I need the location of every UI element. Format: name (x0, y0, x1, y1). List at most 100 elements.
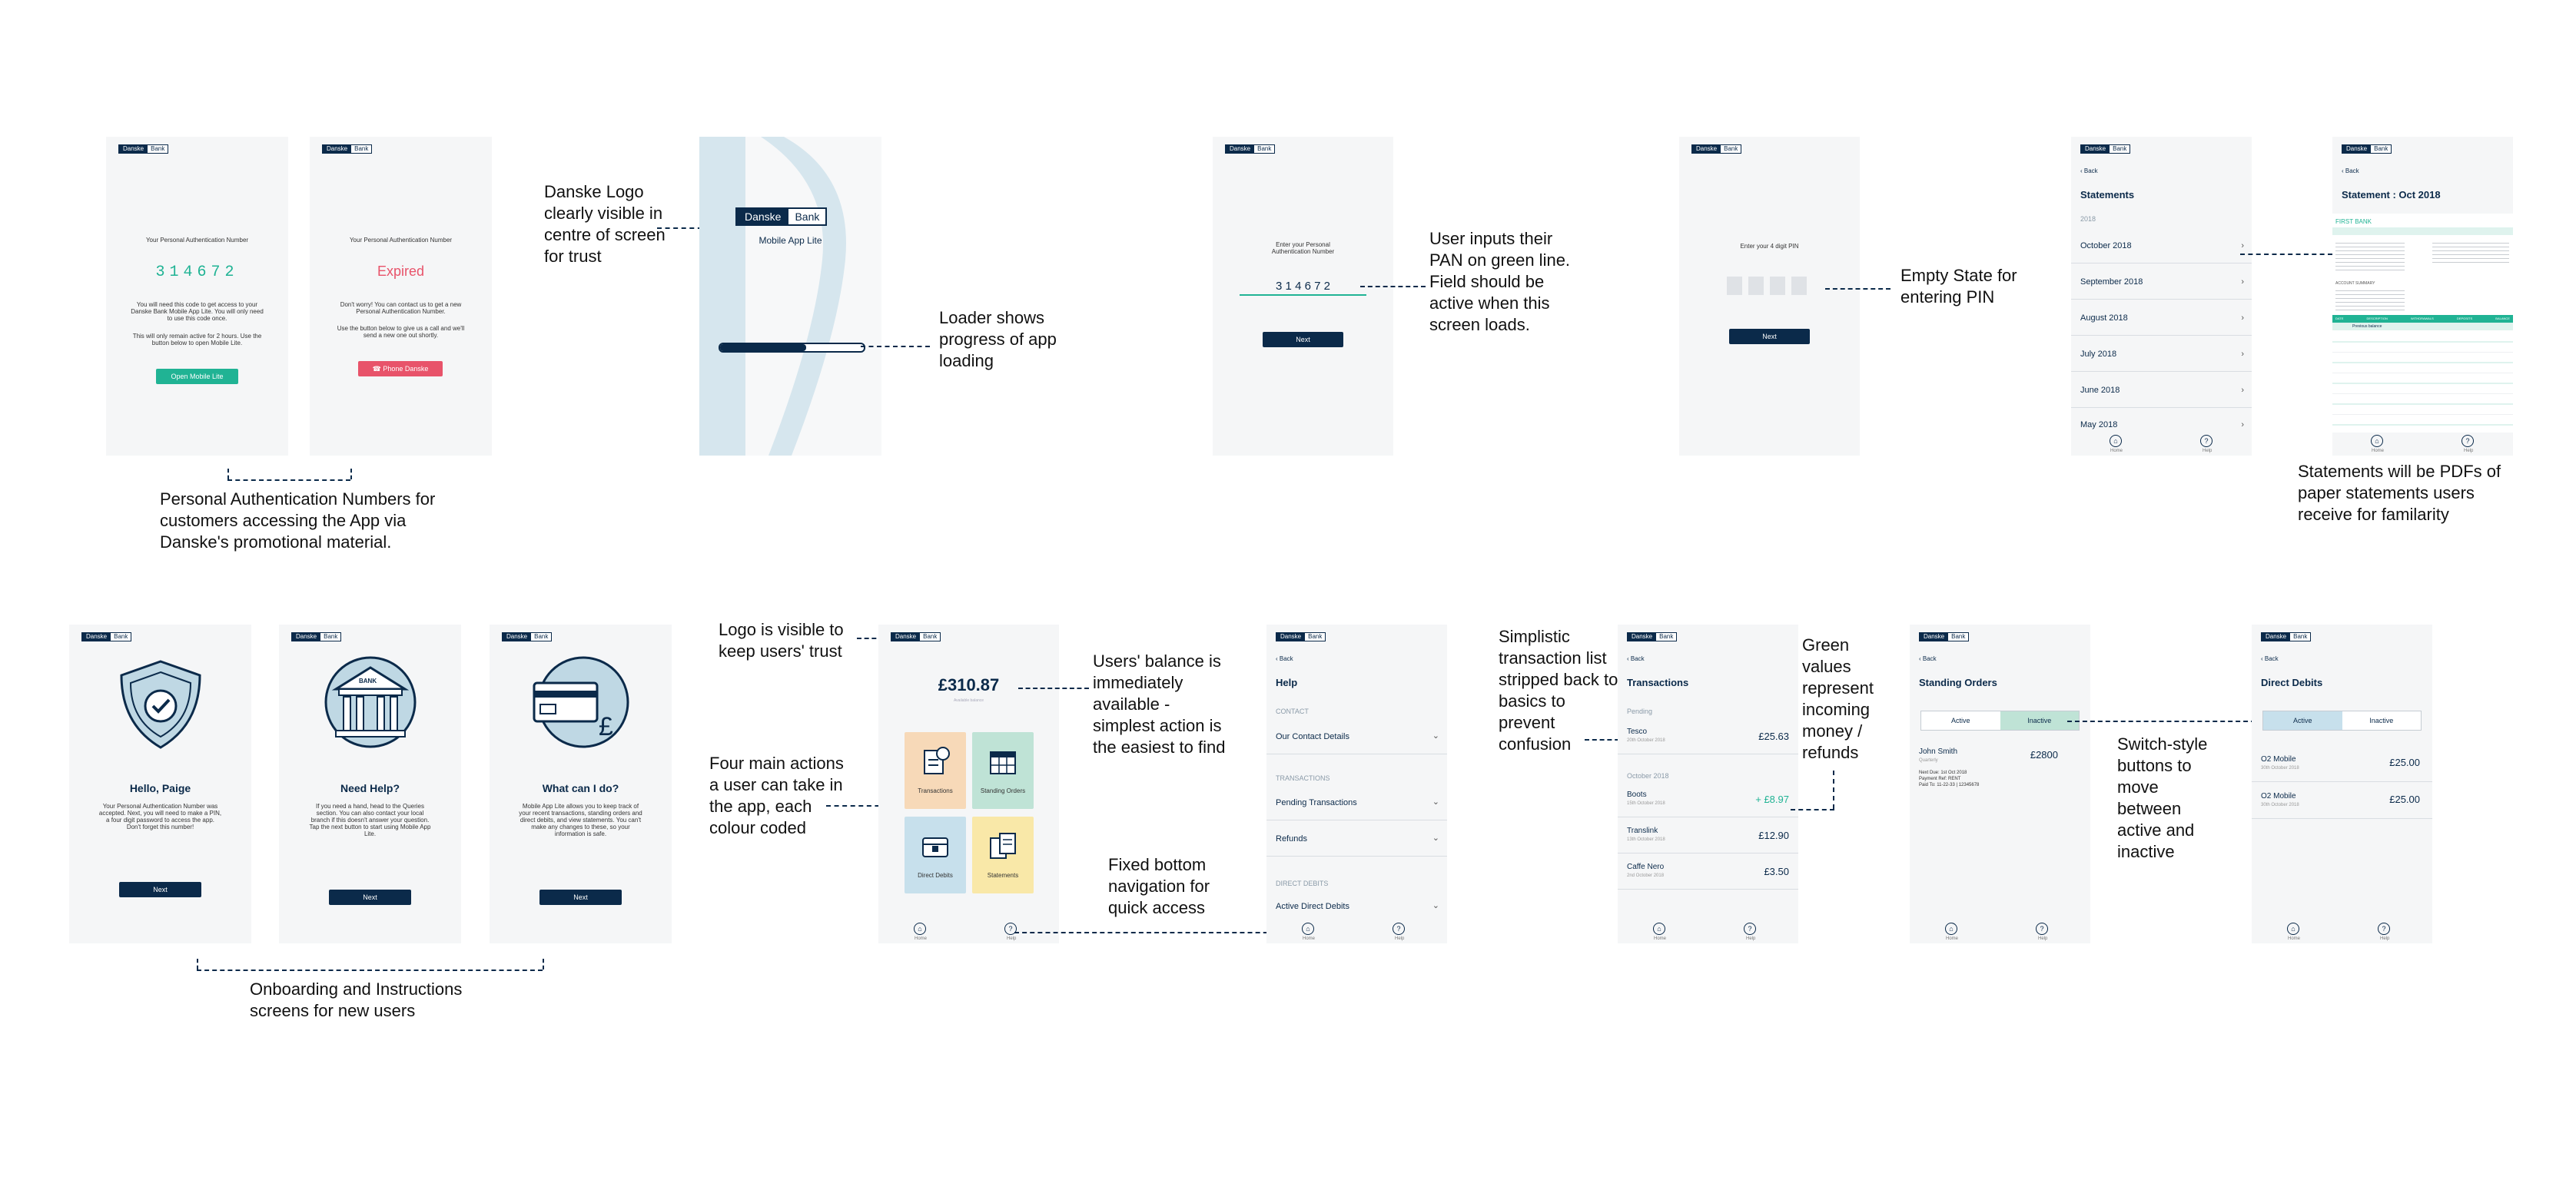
danske-logo: Danske Bank (291, 632, 342, 641)
statement-row[interactable]: August 2018 › (2071, 301, 2252, 336)
toggle-link-line (2067, 721, 2263, 722)
danske-logo: Danske Bank (322, 144, 373, 154)
help-icon[interactable]: ? (1004, 923, 1017, 935)
green-note: Green values represent incoming money / … (1802, 635, 1874, 762)
help-icon[interactable]: ? (2036, 923, 2048, 935)
summary-title: ACCOUNT SUMMARY (2335, 281, 2375, 286)
help-icon[interactable]: ? (1393, 923, 1405, 935)
back-link[interactable]: ‹ Back (2342, 167, 2359, 174)
home-icon[interactable]: ⌂ (1653, 923, 1665, 935)
bottom-nav: ⌂ Home ? Help (2332, 433, 2513, 456)
tile-label: Statements (987, 872, 1019, 879)
pan-code: 314672 (155, 264, 239, 281)
pending-section: Pending (1627, 708, 1653, 715)
help-icon[interactable]: ? (2200, 435, 2213, 447)
help-icon[interactable]: ? (1744, 923, 1756, 935)
page-title: Direct Debits (2261, 677, 2323, 688)
accordion-item[interactable]: Refunds ⌄ (1266, 822, 1447, 857)
accordion-item[interactable]: Active Direct Debits ⌄ (1266, 890, 1447, 920)
expired-status: Expired (377, 264, 425, 279)
statement-row[interactable]: July 2018 › (2071, 337, 2252, 372)
pin-box-1[interactable] (1727, 277, 1742, 295)
transactions-tile[interactable]: Transactions (905, 732, 966, 809)
expired-body: Don't worry! You can contact us to get a… (340, 301, 462, 315)
statements-tile[interactable]: Statements (972, 817, 1034, 893)
nav-note: Fixed bottom navigation for quick access (1108, 855, 1210, 917)
next-button[interactable]: Next (1263, 332, 1343, 347)
back-link[interactable]: ‹ Back (1627, 655, 1645, 662)
bracket-bottom (227, 479, 350, 481)
open-mobile-lite-button[interactable]: Open Mobile Lite (156, 369, 238, 384)
statements-link-line (2240, 254, 2332, 255)
loader-note-line (861, 346, 930, 347)
help-icon[interactable]: ? (2378, 923, 2390, 935)
home-icon[interactable]: ⌂ (914, 923, 926, 935)
pan-input-note-line (1360, 286, 1426, 287)
chevron-down-icon: ⌄ (1432, 834, 1439, 843)
statement-row[interactable]: September 2018 › (2071, 265, 2252, 300)
page-title: Statements (2080, 189, 2135, 201)
nav-home-label: Home (2110, 449, 2123, 453)
balance-note-line (1018, 688, 1089, 689)
pin-box-4[interactable] (1791, 277, 1807, 295)
home-icon[interactable]: ⌂ (2371, 435, 2383, 447)
pan-input-field[interactable]: 3 1 4 6 7 2 (1240, 280, 1366, 296)
accordion-item[interactable]: Pending Transactions ⌄ (1266, 786, 1447, 820)
help-icon[interactable]: ? (2461, 435, 2474, 447)
toggle-inactive[interactable]: Inactive (2369, 717, 2394, 724)
transaction-row[interactable]: Tesco 20th October 2018 £25.63 (1618, 720, 1798, 754)
back-link[interactable]: ‹ Back (2080, 167, 2098, 174)
actions-line (826, 805, 888, 807)
back-link[interactable]: ‹ Back (2261, 655, 2279, 662)
back-link[interactable]: ‹ Back (1276, 655, 1293, 662)
standing-order-item[interactable]: John Smith Quarterly £2800 Next Due: 1st… (1919, 747, 2058, 787)
onboarding-note: Onboarding and Instructions screens for … (250, 979, 463, 1020)
accordion-item[interactable]: Our Contact Details ⌄ (1266, 720, 1447, 754)
home-icon[interactable]: ⌂ (2110, 435, 2122, 447)
table-header: DATE DESCRIPTION WITHDRAWALS DEPOSITS BALANC… (2332, 315, 2513, 323)
back-link[interactable]: ‹ Back (1919, 655, 1937, 662)
bottom-nav: ⌂ Home ? Help (2071, 433, 2252, 456)
danske-logo: Danske Bank (118, 144, 169, 154)
statement-row[interactable]: October 2018 › (2071, 229, 2252, 264)
statement-row[interactable]: June 2018 › (2071, 373, 2252, 408)
next-button[interactable]: Next (539, 890, 622, 905)
nav-home-label: Home (2372, 449, 2385, 453)
bottom-nav: ⌂ Home ? Help (1618, 920, 1798, 943)
next-button[interactable]: Next (329, 890, 411, 905)
next-button[interactable]: Next (119, 882, 201, 897)
direct-debit-row[interactable]: O2 Mobile 30th October 2018 £25.00 (2252, 749, 2432, 782)
transaction-row[interactable]: Translink 13th October 2018 £12.90 (1618, 819, 1798, 854)
phone-danske-button[interactable]: ☎ Phone Danske (358, 361, 443, 376)
balance-amount: £310.87 (938, 675, 1000, 694)
danske-logo: Danske Bank (1225, 144, 1276, 154)
toggle-active[interactable]: Active (2263, 711, 2342, 730)
toggle-inactive[interactable]: Inactive (2000, 711, 2079, 730)
onboarding-title: Need Help? (340, 782, 400, 794)
next-button[interactable]: Next (1729, 329, 1810, 344)
status-toggle: Active Inactive (1920, 711, 2080, 731)
standing-orders-tile[interactable]: Standing Orders (972, 732, 1034, 809)
transaction-row[interactable]: Caffe Nero 2nd October 2018 £3.50 (1618, 855, 1798, 890)
direct-debits-tile[interactable]: Direct Debits (905, 817, 966, 893)
bottom-nav: ⌂ Home ? Help (1266, 920, 1447, 943)
pin-box-3[interactable] (1770, 277, 1785, 295)
card-pound-icon: £ (533, 656, 629, 748)
toggle-active[interactable]: Active (1950, 717, 1970, 724)
nav-help-label: Help (2380, 936, 2390, 941)
direct-debit-row[interactable]: O2 Mobile 30th October 2018 £25.00 (2252, 786, 2432, 819)
transaction-row[interactable]: Boots 15th October 2018 + £8.97 (1618, 783, 1798, 817)
statement-row[interactable]: May 2018 › (2071, 409, 2252, 433)
address-lines (2335, 240, 2405, 270)
home-icon[interactable]: ⌂ (2287, 923, 2299, 935)
pin-box-2[interactable] (1748, 277, 1764, 295)
bracket-right (543, 959, 544, 970)
danske-logo: Danske Bank (1276, 632, 1326, 641)
home-icon[interactable]: ⌂ (1945, 923, 1957, 935)
page-title: Help (1276, 677, 1298, 688)
shield-check-icon (120, 660, 201, 749)
status-toggle: Active Inactive (2262, 711, 2422, 731)
wallet-icon (922, 837, 948, 857)
year-label: 2018 (2080, 215, 2096, 223)
home-icon[interactable]: ⌂ (1302, 923, 1314, 935)
